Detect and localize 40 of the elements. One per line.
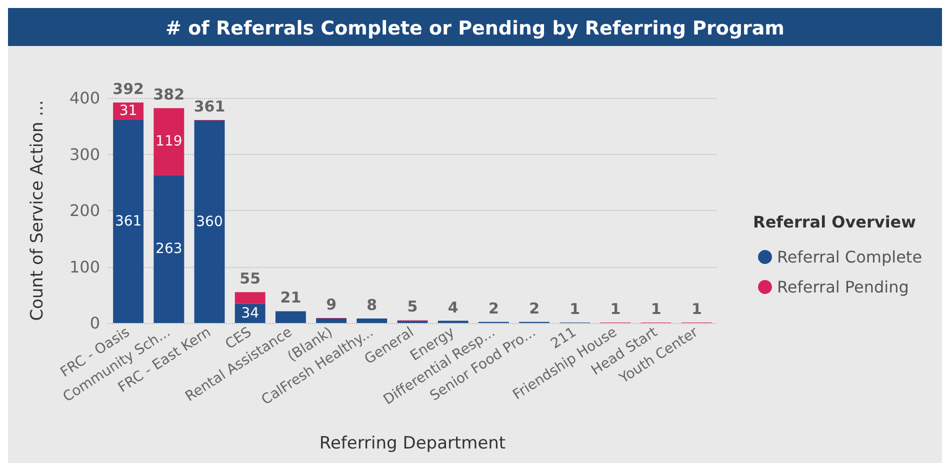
legend-label: Referral Pending	[777, 278, 909, 296]
bar	[316, 318, 347, 323]
y-tick-label: 200	[69, 201, 100, 220]
x-axis-title: Referring Department	[319, 434, 506, 454]
bar	[154, 108, 184, 176]
total-label: 1	[650, 300, 662, 318]
data-label: 360	[196, 214, 223, 230]
bar	[356, 318, 388, 323]
total-label: 8	[366, 296, 378, 314]
y-tick-label: 0	[90, 314, 100, 332]
total-label: 5	[407, 298, 418, 316]
data-label: 119	[156, 134, 182, 150]
total-label: 21	[280, 288, 302, 307]
legend-title: Referral Overview	[753, 212, 916, 232]
total-label: 9	[326, 295, 337, 314]
total-label: 1	[610, 300, 621, 318]
total-label: 1	[691, 300, 702, 318]
bar	[154, 175, 184, 323]
data-label: 31	[119, 103, 138, 120]
total-label: 2	[529, 299, 540, 318]
legend-label: Referral Complete	[777, 248, 922, 266]
total-label: 392	[112, 80, 144, 98]
data-label: 34	[241, 305, 260, 322]
data-label: 263	[156, 241, 182, 258]
bar	[275, 311, 306, 323]
total-label: 382	[153, 86, 185, 104]
y-tick-label: 300	[69, 144, 100, 164]
total-label: 4	[448, 298, 458, 316]
data-label: 361	[114, 213, 142, 230]
total-label: 1	[570, 300, 580, 318]
bar	[194, 120, 225, 323]
total-label: 2	[488, 299, 499, 318]
total-label: 361	[194, 97, 226, 116]
y-tick-label: 100	[69, 257, 100, 276]
bar	[234, 292, 266, 304]
bar	[113, 120, 144, 323]
chart-title: # of Referrals Complete or Pending by Referring Program	[166, 18, 784, 40]
y-axis-title: Count of Service Action ...	[28, 100, 48, 321]
total-label: 55	[240, 270, 261, 288]
y-tick-label: 400	[69, 88, 100, 108]
